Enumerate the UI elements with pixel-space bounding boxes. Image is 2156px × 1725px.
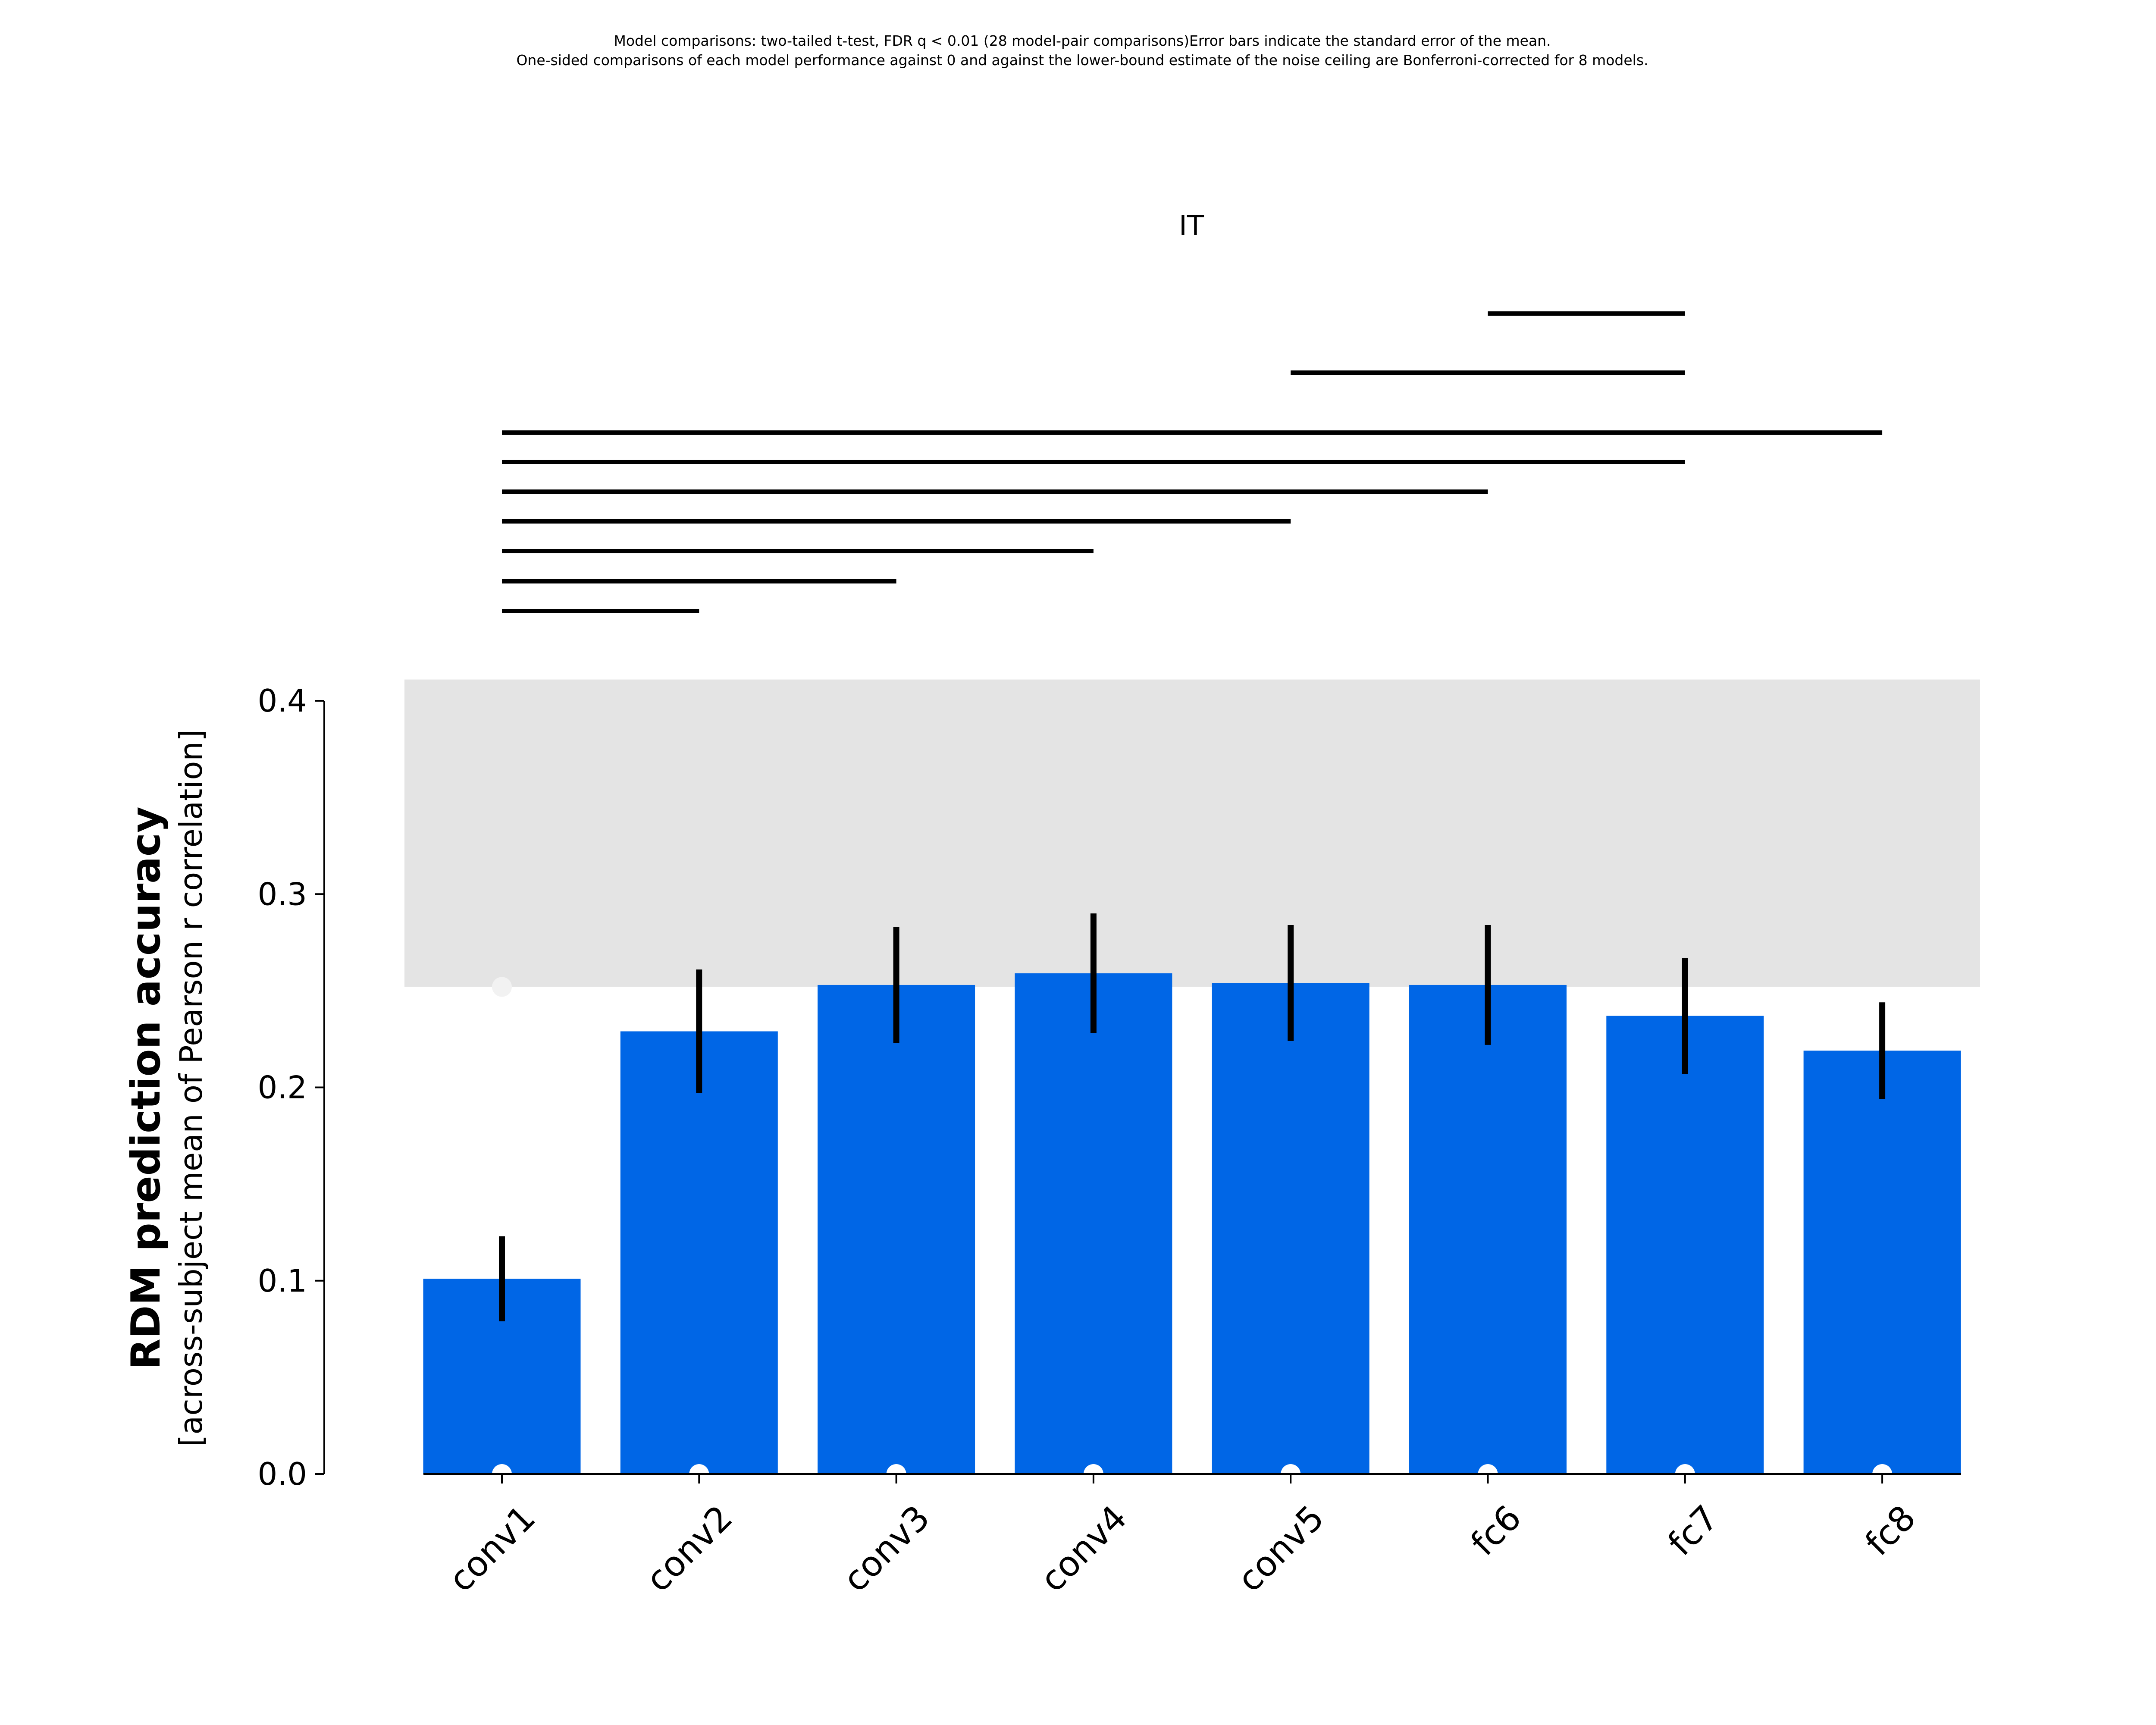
x-tick-label-fc6: fc6 xyxy=(1463,1498,1529,1564)
bar-fc8 xyxy=(1803,1051,1961,1474)
bars-layer xyxy=(423,973,1961,1474)
bar-fc6 xyxy=(1409,985,1567,1474)
x-ticks: conv1 conv2 conv3 conv4 conv5 fc6 fc7 fc8 xyxy=(441,1474,1924,1600)
bar-conv2 xyxy=(620,1031,778,1474)
below-ceiling-marker-conv1 xyxy=(492,977,512,997)
bar-conv3 xyxy=(818,985,975,1474)
x-tick-label-conv3: conv3 xyxy=(835,1498,937,1600)
y-ticks: 0.0 0.1 0.2 0.3 0.4 xyxy=(257,683,324,1492)
y-axis-label-group: RDM prediction accuracy [across-subject … xyxy=(122,729,209,1447)
bar-conv4 xyxy=(1015,973,1172,1474)
figure-notes: Model comparisons: two-tailed t-test, FD… xyxy=(516,32,1648,69)
y-tick-label: 0.1 xyxy=(257,1263,307,1299)
figure-note-line-2: One-sided comparisons of each model perf… xyxy=(516,52,1648,69)
x-tick-label-conv4: conv4 xyxy=(1032,1498,1134,1600)
y-tick-label: 0.3 xyxy=(257,876,307,912)
x-tick-label-fc7: fc7 xyxy=(1660,1498,1726,1564)
noise-ceiling-layer xyxy=(404,679,1980,987)
y-tick-label: 0.4 xyxy=(257,683,307,719)
x-tick-label-conv5: conv5 xyxy=(1230,1498,1332,1600)
y-tick-label: 0.0 xyxy=(257,1456,307,1492)
y-tick-label: 0.2 xyxy=(257,1070,307,1106)
y-axis-sublabel: [across-subject mean of Pearson r correl… xyxy=(173,729,209,1447)
x-tick-label-fc8: fc8 xyxy=(1858,1498,1924,1564)
noise-ceiling-band xyxy=(404,679,1980,987)
x-tick-label-conv2: conv2 xyxy=(638,1498,740,1600)
x-tick-label-conv1: conv1 xyxy=(441,1498,543,1600)
figure-note-line-1: Model comparisons: two-tailed t-test, FD… xyxy=(614,32,1551,49)
pairwise-significance-layer xyxy=(502,311,1883,613)
chart-title: IT xyxy=(1179,210,1204,242)
y-axis-label: RDM prediction accuracy xyxy=(122,806,169,1369)
error-bars-layer xyxy=(499,913,1886,1321)
bar-conv5 xyxy=(1212,983,1369,1474)
bar-fc7 xyxy=(1606,1016,1764,1474)
